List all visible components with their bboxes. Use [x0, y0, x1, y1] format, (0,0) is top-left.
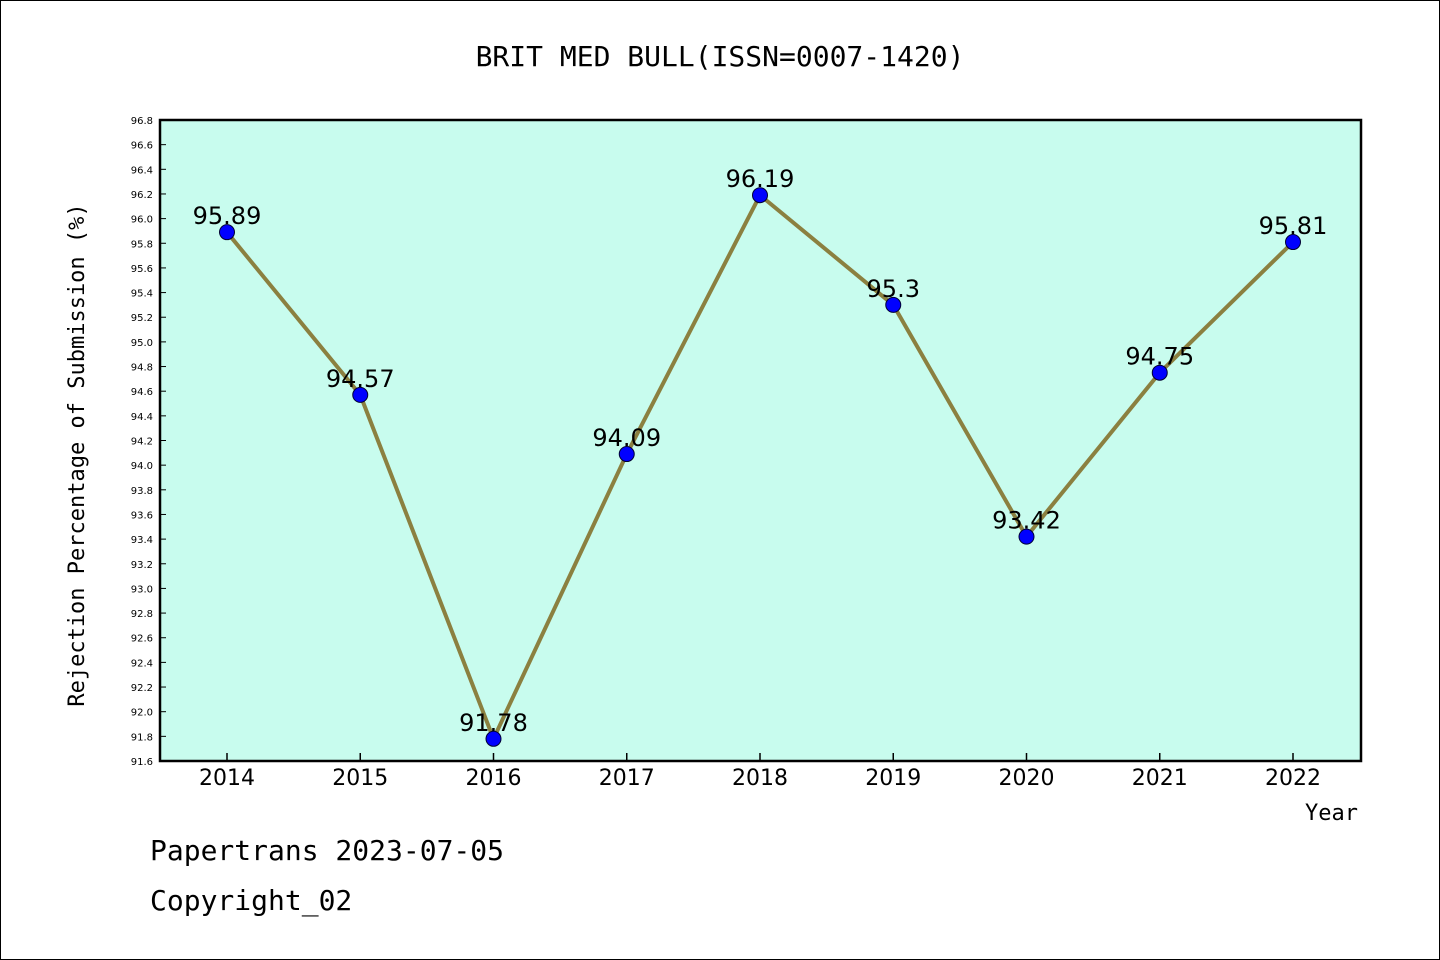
series-layer — [219, 187, 1301, 747]
data-point-marker — [1151, 364, 1168, 381]
x-axis-label: Year — [1305, 801, 1358, 826]
data-point-marker — [1285, 234, 1301, 251]
y-tick-label: 96.4 — [131, 165, 153, 176]
y-tick-label: 93.0 — [131, 584, 153, 595]
data-point-marker — [752, 187, 768, 204]
y-tick-label: 96.6 — [131, 141, 153, 152]
y-tick-label: 95.2 — [131, 313, 153, 324]
x-tick-label: 2021 — [1132, 766, 1188, 791]
y-tick-label: 92.0 — [131, 708, 153, 719]
y-tick-label: 96.0 — [131, 215, 153, 226]
y-tick-label: 94.2 — [131, 437, 153, 448]
data-label: 95.3 — [867, 275, 920, 303]
data-labels-layer: 95.89 94.57 91.78 94.09 96.19 95.3 93.42 94.75 9… — [193, 165, 1328, 737]
x-axis-ticks: 2014 2015 2016 2017 2018 2019 2020 2021 2022 — [199, 753, 1321, 791]
y-tick-label: 94.4 — [131, 412, 153, 423]
y-tick-label: 95.8 — [131, 239, 153, 250]
data-label: 94.57 — [326, 365, 395, 393]
data-point-marker — [485, 730, 502, 747]
y-tick-label: 95.4 — [131, 289, 153, 300]
x-tick-label: 2014 — [199, 766, 255, 791]
x-tick-label: 2019 — [865, 766, 921, 791]
y-tick-label: 95.6 — [131, 264, 153, 275]
y-axis-label: Rejection Percentage of Submission (%) — [65, 203, 90, 706]
footer-line-2: Copyright_02 — [150, 884, 353, 917]
y-tick-label: 91.8 — [131, 732, 153, 743]
y-tick-label: 92.8 — [131, 609, 153, 620]
data-label: 94.75 — [1125, 343, 1194, 371]
x-tick-label: 2017 — [599, 766, 655, 791]
data-label: 91.78 — [459, 709, 528, 737]
y-tick-label: 92.4 — [131, 658, 153, 669]
x-tick-label: 2022 — [1265, 766, 1321, 791]
data-point-marker — [618, 446, 635, 463]
x-tick-label: 2016 — [466, 766, 522, 791]
chart-title: BRIT MED BULL(ISSN=0007-1420) — [476, 40, 965, 73]
y-tick-label: 94.0 — [131, 461, 153, 472]
y-tick-label: 93.8 — [131, 486, 153, 497]
y-axis-ticks: 91.6 91.8 92.0 92.2 92.4 92.6 92.8 93.0 93.2 93.4… — [131, 116, 166, 768]
data-point-marker — [219, 224, 235, 241]
data-point-marker — [885, 296, 902, 313]
plot-border — [158, 118, 1363, 763]
y-tick-label: 94.8 — [131, 363, 153, 374]
footer-line-1: Papertrans 2023-07-05 — [150, 834, 505, 867]
y-tick-label: 94.6 — [131, 387, 153, 398]
y-tick-label: 93.2 — [131, 560, 153, 571]
y-tick-label: 96.2 — [131, 190, 153, 201]
data-label: 93.42 — [992, 507, 1061, 535]
data-label: 95.89 — [193, 202, 262, 230]
plot-area — [160, 120, 1361, 761]
y-tick-label: 93.4 — [131, 535, 153, 546]
x-tick-label: 2015 — [332, 766, 388, 791]
y-tick-label: 95.0 — [131, 338, 153, 349]
x-tick-label: 2020 — [999, 766, 1055, 791]
data-label: 95.81 — [1259, 212, 1328, 240]
y-tick-label: 92.6 — [131, 634, 153, 645]
y-tick-label: 92.2 — [131, 683, 153, 694]
y-tick-label: 96.8 — [131, 116, 153, 127]
data-point-marker — [352, 386, 369, 403]
x-tick-label: 2018 — [732, 766, 788, 791]
data-point-marker — [1018, 528, 1035, 545]
y-tick-label: 91.6 — [131, 757, 153, 768]
y-tick-label: 93.6 — [131, 510, 153, 521]
data-label: 96.19 — [726, 165, 795, 193]
data-label: 94.09 — [592, 424, 661, 452]
